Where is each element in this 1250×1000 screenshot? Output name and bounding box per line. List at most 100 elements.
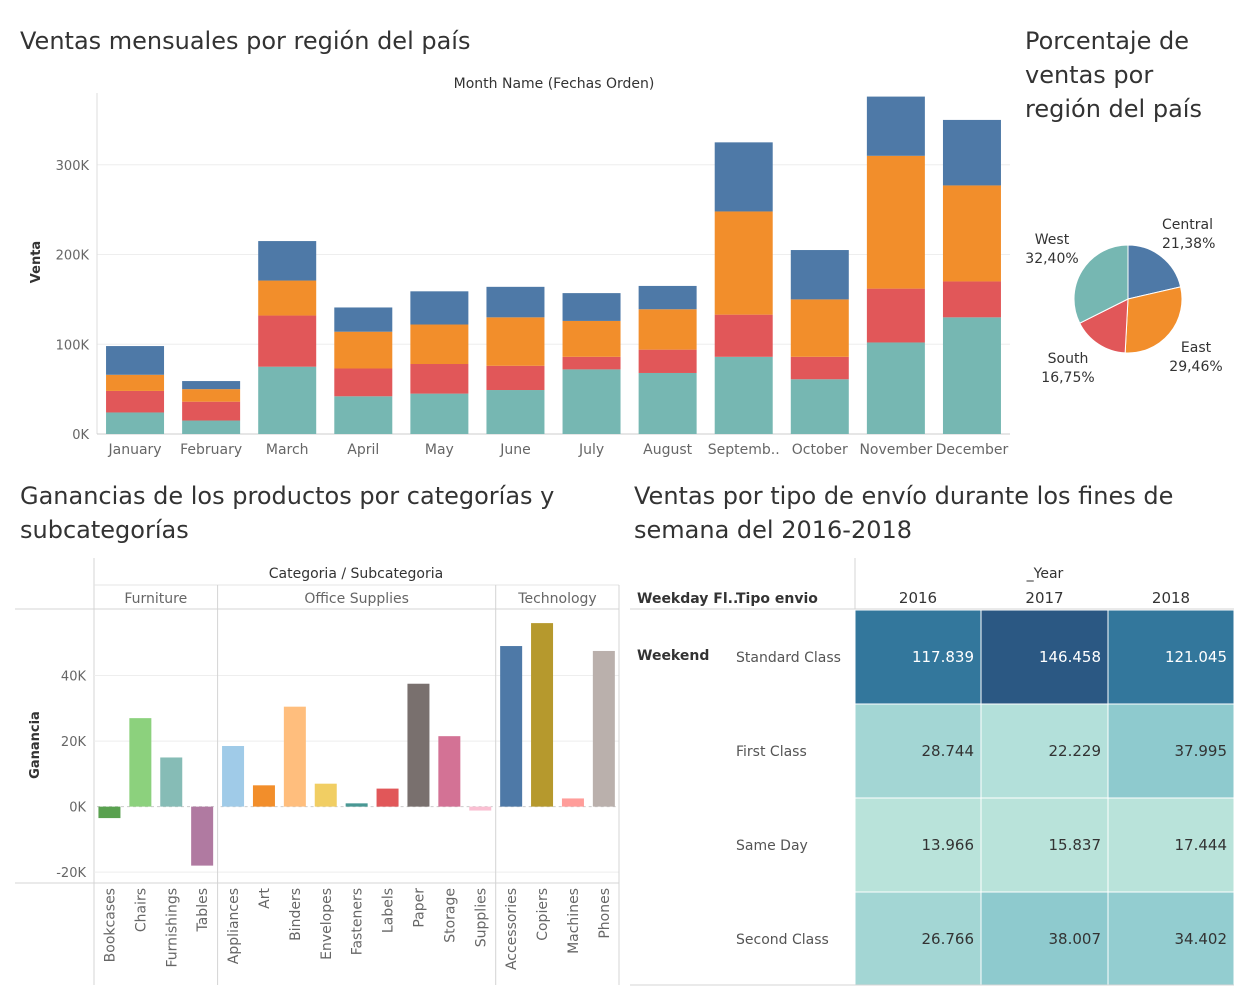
monthly-x-tick-label: May (425, 442, 454, 458)
monthly-bar-west (866, 342, 925, 434)
monthly-bar-central (106, 346, 165, 375)
shipping-title: Ventas por tipo de envío durante los fin… (634, 479, 1173, 547)
shipping-weekend-table: _Year Weekday Fl.. Tipo envio Weekend 20… (630, 558, 1235, 987)
profit-bar-tables (191, 806, 214, 866)
profit-group-label-technology: Technology (517, 591, 596, 607)
table-year-header: 2017 (1025, 589, 1063, 607)
table-cell (854, 609, 982, 705)
profit-bar-appliances (222, 746, 245, 807)
profit-x-tick-label: Copiers (535, 888, 551, 941)
profit-group-label-furniture: Furniture (124, 591, 187, 607)
monthly-bar-east (638, 309, 697, 350)
pie-title-line-2: ventas por (1025, 61, 1154, 89)
monthly-bar-east (866, 155, 925, 289)
pie-percent-south: 16,75% (1041, 370, 1094, 386)
monthly-bar-south (942, 281, 1001, 318)
table-cell (980, 703, 1109, 799)
monthly-bar-east (410, 324, 469, 365)
monthly-x-tick-label: March (266, 442, 309, 458)
monthly-x-tick-label: June (499, 442, 531, 458)
monthly-bar-south (106, 390, 165, 413)
monthly-bar-west (942, 317, 1001, 434)
profit-y-tick-label: 0K (69, 801, 86, 816)
region-pie-chart: Central 21,38% East 29,46% South 16,75% West 32… (1025, 217, 1222, 386)
monthly-bar-south (866, 288, 925, 343)
profit-bar-furnishings (160, 757, 183, 807)
monthly-bar-central (182, 381, 241, 390)
profit-x-tick-label: Appliances (226, 888, 242, 964)
profit-x-tick-label: Fasteners (350, 888, 366, 955)
monthly-bar-west (486, 390, 545, 434)
table-column-header: _Year (1026, 566, 1064, 582)
table-year-header: 2018 (1152, 589, 1190, 607)
monthly-bar-central (866, 96, 925, 156)
monthly-x-tick-label: August (643, 442, 693, 458)
profit-bar-paper (407, 683, 430, 807)
profit-x-tick-label: Paper (411, 888, 427, 928)
pie-slice-central (1127, 244, 1182, 300)
monthly-bar-south (714, 314, 773, 357)
profit-bar-bookcases (98, 806, 121, 819)
table-row-label: First Class (736, 744, 807, 760)
table-cell-value: 34.402 (1175, 930, 1228, 948)
profit-y-tick-label: -20K (56, 866, 86, 881)
monthly-y-axis-label: Venta (29, 241, 44, 283)
monthly-x-tick-label: November (859, 442, 932, 458)
profit-x-tick-label: Furnishings (164, 888, 180, 968)
table-cell (980, 891, 1109, 987)
profit-bar-art (252, 785, 275, 807)
monthly-column-header: Month Name (Fechas Orden) (454, 76, 655, 92)
monthly-bar-east (714, 211, 773, 315)
profit-bar-accessories (500, 646, 523, 807)
table-row-header-weekday: Weekday Fl.. (637, 591, 738, 607)
profit-bar-machines (561, 798, 584, 807)
table-cell (1107, 891, 1235, 987)
monthly-x-tick-label: February (180, 442, 242, 458)
pie-percent-central: 21,38% (1162, 236, 1215, 252)
pie-percent-east: 29,46% (1169, 359, 1222, 375)
profit-x-tick-label: Envelopes (319, 888, 335, 960)
table-cell-value: 13.966 (922, 836, 975, 854)
table-weekday-value: Weekend (637, 648, 709, 664)
pie-label-south: South (1048, 351, 1089, 367)
monthly-bar-south (562, 356, 621, 370)
monthly-bar-east (334, 331, 393, 369)
table-cell (854, 891, 982, 987)
table-cell-value: 38.007 (1049, 930, 1102, 948)
pie-title-line-3: región del país (1025, 95, 1202, 123)
profit-group-label-office-supplies: Office Supplies (304, 591, 409, 607)
monthly-x-tick-label: July (578, 442, 604, 458)
monthly-bar-central (562, 293, 621, 321)
monthly-bar-south (182, 401, 241, 421)
table-row-header-tipo-envio: Tipo envio (736, 591, 818, 607)
profit-x-tick-label: Binders (288, 888, 304, 941)
monthly-x-tick-label: December (936, 442, 1009, 458)
table-cell (980, 797, 1109, 893)
table-year-header: 2016 (899, 589, 937, 607)
pie-title-line-1: Porcentaje de (1025, 27, 1189, 55)
table-cell-value: 146.458 (1039, 648, 1101, 666)
monthly-bar-central (942, 119, 1001, 186)
profit-x-tick-label: Art (257, 887, 273, 908)
profit-x-tick-label: Bookcases (102, 888, 118, 962)
profit-bar-fasteners (345, 803, 368, 807)
profit-x-tick-label: Labels (381, 888, 397, 933)
monthly-bar-south (486, 365, 545, 391)
monthly-sales-title: Ventas mensuales por región del país (20, 27, 471, 55)
pie-slice-east (1124, 286, 1183, 354)
profit-bar-envelopes (314, 783, 337, 807)
monthly-bar-west (638, 372, 697, 434)
monthly-bar-west (790, 379, 849, 434)
table-cell-value: 22.229 (1049, 742, 1102, 760)
profit-bar-copiers (531, 623, 554, 807)
monthly-x-tick-label: April (347, 442, 379, 458)
profit-bar-binders (283, 706, 306, 807)
table-cell (1107, 703, 1235, 799)
monthly-bar-south (790, 356, 849, 380)
profit-title-line-1: Ganancias de los productos por categoría… (20, 482, 555, 510)
pie-label-central: Central (1162, 217, 1213, 233)
monthly-bar-east (258, 280, 317, 316)
monthly-bar-east (486, 317, 545, 366)
profit-column-header: Categoria / Subcategoria (269, 566, 443, 582)
